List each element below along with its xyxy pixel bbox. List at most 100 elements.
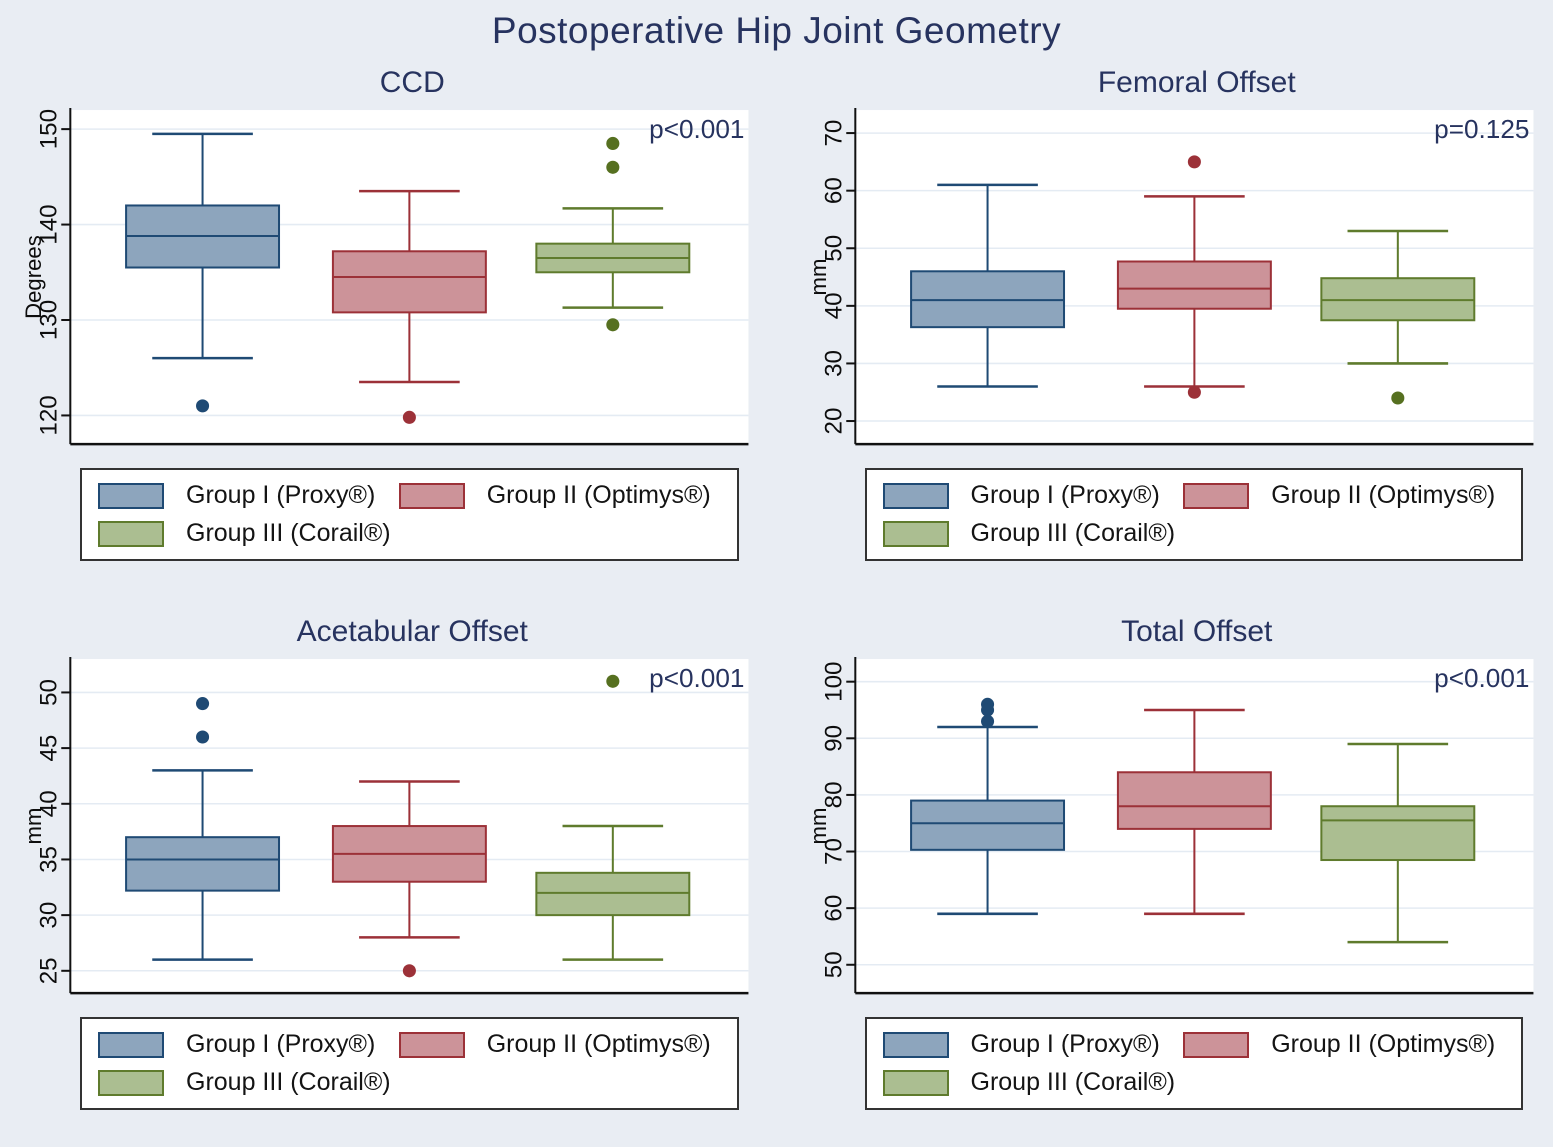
legend-swatch-group2 (1183, 1031, 1250, 1058)
legend-label-group1: Group I (Proxy®) (186, 1030, 376, 1059)
p-value-label: p<0.001 (1434, 663, 1529, 693)
box-group3 (535, 871, 691, 917)
legend-item-group2: Group II (Optimys®) (1183, 481, 1509, 510)
legend-swatch-group1 (98, 482, 164, 509)
box-group2 (331, 250, 487, 314)
outlier-dot-group2 (1187, 385, 1201, 399)
y-tick-label: 120 (36, 395, 63, 435)
acetabular-offset-boxplot: 25 30 35 40 45 50 mm p<0.001 (21, 657, 749, 995)
legend-total-offset: Group I (Proxy®) Group II (Optimys®) Group… (864, 1017, 1523, 1111)
legend-label-group1: Group I (Proxy®) (186, 481, 376, 510)
figure-page: Postoperative Hip Joint Geometry CCD 120… (0, 10, 1553, 1147)
box-group1 (909, 799, 1065, 851)
outlier-dot-group1 (196, 697, 210, 711)
y-tick-label: 50 (820, 951, 847, 978)
y-axis-label: Degrees (21, 235, 46, 319)
legend-swatch-group1 (882, 1031, 949, 1058)
box-group2 (1116, 771, 1272, 831)
outlier-dot-group3 (606, 160, 620, 174)
y-tick-label: 60 (820, 177, 847, 204)
legend-swatch-group3 (98, 520, 164, 547)
legend-item-group3: Group III (Corail®) (882, 1068, 1184, 1097)
y-tick-label: 45 (36, 735, 63, 762)
legend-swatch-group3 (882, 1069, 949, 1096)
y-tick-label: 140 (36, 204, 63, 244)
y-tick-label: 30 (820, 350, 847, 377)
outlier-dot-group3 (606, 674, 620, 689)
legend-swatch-group3 (98, 1069, 164, 1096)
y-tick-label: 30 (36, 902, 63, 929)
y-tick-label: 90 (820, 725, 847, 752)
legend-label-group2: Group II (Optimys®) (1271, 1030, 1496, 1059)
panel-total-offset: Total Offset 50 60 70 80 90 100 mm p<0.001 Grou… (805, 615, 1540, 1111)
legend-item-group1: Group I (Proxy®) (98, 1030, 399, 1059)
panel-acetabular-offset: Acetabular Offset 25 30 35 40 45 50 mm p<0.001 … (20, 615, 755, 1111)
legend-label-group2: Group II (Optimys®) (1271, 481, 1496, 510)
total-offset-boxplot: 50 60 70 80 90 100 mm p<0.001 (805, 657, 1533, 995)
outlier-dot-group2 (402, 410, 416, 424)
legend-swatch-group2 (1183, 482, 1250, 509)
legend-swatch-group1 (98, 1031, 164, 1058)
y-tick-label: 70 (820, 838, 847, 865)
y-tick-label: 50 (820, 235, 847, 262)
y-tick-label: 80 (820, 782, 847, 809)
legend-item-group2: Group II (Optimys®) (398, 481, 725, 510)
outlier-dot-group1 (980, 714, 994, 729)
legend-item-group1: Group I (Proxy®) (98, 481, 399, 510)
legend-item-group3: Group III (Corail®) (98, 1068, 399, 1097)
y-axis-label: mm (805, 259, 830, 296)
legend-label-group2: Group II (Optimys®) (486, 1030, 711, 1059)
y-axis-label: mm (21, 808, 46, 845)
legend-label-group3: Group III (Corail®) (970, 1068, 1176, 1097)
legend-swatch-group2 (398, 482, 465, 509)
y-tick-label: 100 (820, 662, 847, 702)
legend-label-group2: Group II (Optimys®) (486, 481, 711, 510)
ccd-boxplot: 120 130 140 150 Degrees p<0.001 (21, 108, 749, 446)
p-value-label: p<0.001 (649, 114, 744, 144)
legend-item-group3: Group III (Corail®) (98, 519, 399, 548)
legend-label-group1: Group I (Proxy®) (970, 481, 1160, 510)
outlier-dot-group2 (402, 964, 416, 978)
outlier-dot-group1 (980, 703, 994, 717)
y-tick-label: 25 (36, 958, 63, 985)
femoral-offset-boxplot: 20 30 40 50 60 70 mm p=0.125 (805, 108, 1533, 446)
box-group1 (125, 836, 281, 892)
y-tick-label: 40 (820, 292, 847, 319)
y-tick-label: 40 (36, 791, 63, 818)
box-group2 (1116, 260, 1272, 310)
y-tick-label: 20 (820, 408, 847, 435)
y-axis-label: mm (805, 808, 830, 845)
outlier-dot-group3 (1390, 391, 1404, 405)
y-tick-label: 150 (36, 109, 63, 149)
y-tick-label: 50 (36, 679, 63, 706)
p-value-label: p=0.125 (1434, 114, 1529, 144)
panel-title-total-offset: Total Offset (1121, 615, 1273, 649)
panel-grid: CCD 120 130 140 150 Degrees p<0.001 Group I (… (0, 66, 1553, 1111)
legend-acetabular-offset: Group I (Proxy®) Group II (Optimys®) Group… (80, 1017, 739, 1111)
y-tick-label: 70 (820, 120, 847, 147)
legend-item-group1: Group I (Proxy®) (882, 481, 1184, 510)
legend-item-group1: Group I (Proxy®) (882, 1030, 1184, 1059)
legend-label-group3: Group III (Corail®) (186, 519, 391, 548)
legend-swatch-group2 (398, 1031, 465, 1058)
y-tick-label: 60 (820, 895, 847, 922)
outlier-dot-group3 (606, 136, 620, 150)
box-group3 (1319, 805, 1475, 862)
legend-label-group3: Group III (Corail®) (970, 519, 1176, 548)
legend-item-group3: Group III (Corail®) (882, 519, 1184, 548)
legend-label-group1: Group I (Proxy®) (970, 1030, 1160, 1059)
p-value-label: p<0.001 (649, 663, 744, 693)
outlier-dot-group2 (1187, 155, 1201, 169)
legend-swatch-group3 (882, 520, 949, 547)
legend-item-group2: Group II (Optimys®) (398, 1030, 725, 1059)
figure-title: Postoperative Hip Joint Geometry (491, 10, 1062, 51)
panel-title-ccd: CCD (379, 66, 445, 99)
panel-title-acetabular-offset: Acetabular Offset (296, 615, 528, 649)
panel-title-femoral-offset: Femoral Offset (1097, 66, 1296, 99)
outlier-dot-group1 (196, 399, 210, 413)
legend-label-group3: Group III (Corail®) (186, 1068, 391, 1097)
legend-ccd: Group I (Proxy®) Group II (Optimys®) Group… (80, 468, 739, 562)
legend-item-group2: Group II (Optimys®) (1183, 1030, 1509, 1059)
y-tick-label: 130 (36, 300, 63, 340)
outlier-dot-group1 (196, 730, 210, 744)
